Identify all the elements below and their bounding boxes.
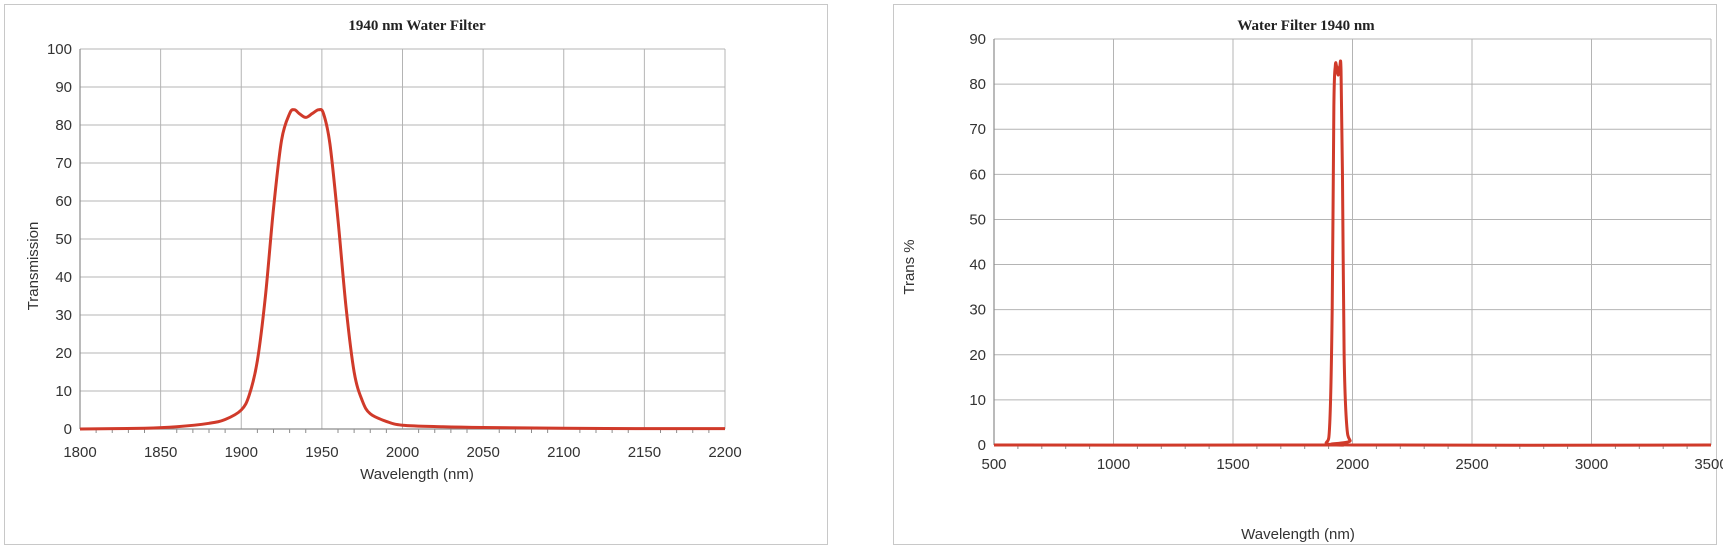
y-axis-label: Transmission <box>25 222 42 311</box>
y-tick-label: 60 <box>969 166 986 183</box>
y-axis-label: Trans % <box>901 239 918 294</box>
plot-area: 0 10 20 30 40 50 60 70 80 90 500 1000 1500 2000 2500 30… <box>969 31 1723 473</box>
y-tick-label: 20 <box>969 347 986 364</box>
x-tick-label: 2000 <box>1336 456 1369 473</box>
plot-area: 0 10 20 30 40 50 60 70 80 90 100 1800 1850 1900 1950 20… <box>47 41 742 461</box>
x-tick-label: 2050 <box>466 444 499 461</box>
x-tick-label: 1500 <box>1216 456 1249 473</box>
y-tick-label: 70 <box>969 121 986 138</box>
x-tick-label: 1950 <box>305 444 338 461</box>
y-tick-label: 30 <box>969 302 986 319</box>
y-tick-label: 0 <box>978 437 986 454</box>
chart-left: 1940 nm Water Filter Wavelength (nm) Tra… <box>25 18 742 483</box>
y-tick-label: 90 <box>55 79 72 96</box>
y-tick-label: 30 <box>55 307 72 324</box>
y-tick-label: 40 <box>969 257 986 274</box>
chart-panel-left: 1940 nm Water Filter Wavelength (nm) Tra… <box>4 4 828 545</box>
y-tick-label: 10 <box>969 392 986 409</box>
x-tick-label: 2000 <box>386 444 419 461</box>
y-tick-label: 10 <box>55 383 72 400</box>
x-tick-label: 3500 <box>1694 456 1723 473</box>
x-tick-label: 2500 <box>1455 456 1488 473</box>
x-axis-label: Wavelength (nm) <box>1241 526 1355 543</box>
y-tick-label: 90 <box>969 31 986 48</box>
chart-panel-right: Water Filter 1940 nm Wavelength (nm) Tra… <box>893 4 1723 545</box>
y-tick-label: 60 <box>55 193 72 210</box>
chart-right: Water Filter 1940 nm Wavelength (nm) Tra… <box>901 18 1723 543</box>
x-axis-label: Wavelength (nm) <box>360 466 474 483</box>
x-tick-label: 500 <box>981 456 1006 473</box>
x-tick-label: 1850 <box>144 444 177 461</box>
y-tick-label: 0 <box>64 421 72 438</box>
y-tick-label: 20 <box>55 345 72 362</box>
y-tick-label: 80 <box>969 76 986 93</box>
y-tick-label: 100 <box>47 41 72 58</box>
x-tick-label: 1000 <box>1097 456 1130 473</box>
y-tick-label: 80 <box>55 117 72 134</box>
chart-title: 1940 nm Water Filter <box>348 18 486 34</box>
chart-title: Water Filter 1940 nm <box>1237 18 1375 34</box>
y-tick-label: 50 <box>55 231 72 248</box>
x-tick-label: 2100 <box>547 444 580 461</box>
x-tick-label: 3000 <box>1575 456 1608 473</box>
x-tick-label: 2200 <box>708 444 741 461</box>
x-tick-label: 1800 <box>63 444 96 461</box>
y-tick-label: 70 <box>55 155 72 172</box>
y-tick-label: 40 <box>55 269 72 286</box>
x-tick-label: 2150 <box>628 444 661 461</box>
x-tick-label: 1900 <box>225 444 258 461</box>
y-tick-label: 50 <box>969 211 986 228</box>
series-line <box>79 108 726 431</box>
series-line <box>993 59 1712 447</box>
